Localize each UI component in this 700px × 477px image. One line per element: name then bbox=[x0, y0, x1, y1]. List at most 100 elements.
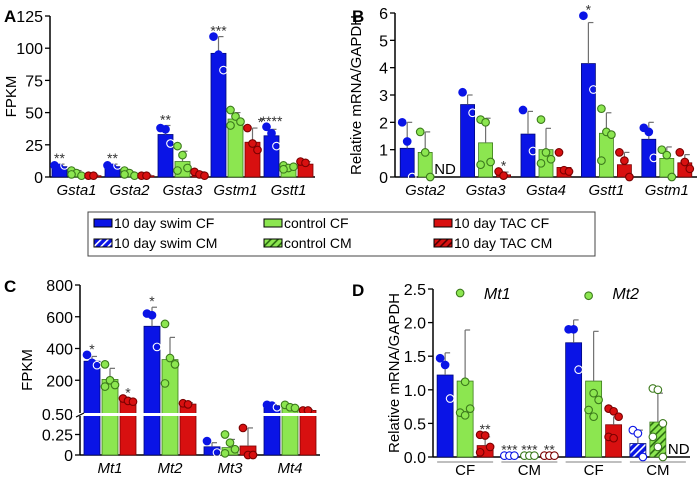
data-point bbox=[597, 156, 606, 165]
data-point bbox=[648, 432, 658, 442]
x-tick-label: Mt4 bbox=[277, 460, 302, 477]
panel-label: C bbox=[4, 277, 16, 296]
data-point bbox=[614, 412, 623, 422]
y-tick-label: 400 bbox=[46, 342, 73, 359]
data-point bbox=[272, 141, 281, 151]
data-point bbox=[55, 163, 64, 173]
significance-marker: ** bbox=[107, 150, 118, 166]
data-point bbox=[510, 451, 519, 461]
data-point bbox=[528, 146, 538, 156]
y-tick-label: 2 bbox=[379, 115, 388, 132]
axis-break-mark bbox=[75, 412, 85, 418]
data-point bbox=[589, 412, 598, 422]
data-point bbox=[267, 128, 276, 138]
y-tick-label: 0 bbox=[34, 170, 43, 187]
legend-label: control CM bbox=[284, 235, 352, 251]
data-point bbox=[147, 310, 157, 320]
data-point bbox=[653, 442, 663, 452]
data-point bbox=[219, 65, 228, 75]
x-tick-label: Gstt1 bbox=[271, 182, 307, 199]
axis-break bbox=[72, 413, 322, 416]
data-point bbox=[231, 112, 240, 121]
significance-marker: * bbox=[258, 114, 264, 130]
legend-swatch bbox=[433, 218, 453, 228]
data-point bbox=[657, 145, 667, 155]
data-point bbox=[499, 171, 508, 180]
data-point bbox=[518, 105, 528, 115]
legend-swatch bbox=[263, 238, 283, 248]
data-point bbox=[100, 382, 110, 391]
legend-swatch bbox=[93, 238, 113, 248]
data-point bbox=[173, 166, 182, 175]
data-point bbox=[100, 360, 110, 369]
y-tick-label: 600 bbox=[46, 310, 73, 327]
data-point bbox=[152, 342, 162, 352]
data-point bbox=[243, 123, 252, 133]
y-tick-label: 100 bbox=[16, 41, 43, 58]
bar bbox=[641, 138, 657, 178]
y-axis-label: Relative mRNA/GAPDH bbox=[386, 293, 403, 453]
data-point bbox=[680, 157, 690, 167]
data-point bbox=[465, 404, 475, 413]
y-tick-label: 1 bbox=[379, 143, 388, 160]
y-tick-label: 5 bbox=[379, 33, 388, 50]
y-tick-label: 3 bbox=[379, 88, 388, 105]
panel-label: B bbox=[352, 7, 364, 26]
data-point bbox=[458, 87, 467, 97]
data-point bbox=[481, 117, 490, 127]
data-point bbox=[589, 85, 598, 94]
data-point bbox=[272, 402, 282, 412]
not-detected-label: ND bbox=[434, 161, 456, 178]
data-point bbox=[170, 360, 180, 369]
panel-c: C FPKM 0 0.25 0.50 200 400 600 800 * * Mt1 * Mt2 Mt3 Mt… bbox=[4, 277, 322, 477]
data-point bbox=[594, 395, 603, 405]
data-point bbox=[658, 452, 668, 462]
x-tick-label: Mt2 bbox=[157, 460, 183, 477]
data-point bbox=[440, 360, 450, 370]
data-point bbox=[248, 139, 257, 148]
legend-label: 10 day swim CM bbox=[114, 235, 217, 251]
data-point bbox=[475, 447, 485, 457]
significance-marker: ** bbox=[480, 421, 491, 437]
y-tick-label: 2.0 bbox=[404, 316, 426, 333]
x-tick-label: Gsta1 bbox=[56, 182, 96, 199]
x-tick-label: Gsta4 bbox=[526, 182, 566, 199]
data-point bbox=[165, 353, 175, 363]
data-point bbox=[160, 319, 170, 329]
y-tick-label: 0.50 bbox=[42, 407, 73, 424]
data-point bbox=[579, 11, 588, 21]
data-point bbox=[445, 394, 455, 403]
bar bbox=[599, 132, 614, 178]
data-point bbox=[209, 32, 218, 41]
y-tick-label: 800 bbox=[46, 278, 73, 295]
data-point bbox=[425, 172, 435, 182]
data-point bbox=[530, 451, 539, 461]
significance-marker: *** bbox=[521, 442, 538, 458]
data-point bbox=[289, 162, 298, 172]
y-tick-label: 0.0 bbox=[404, 450, 426, 467]
y-tick-label: 25 bbox=[25, 138, 43, 155]
data-point bbox=[110, 380, 120, 390]
data-point bbox=[536, 158, 546, 168]
bar bbox=[119, 400, 137, 456]
data-point bbox=[108, 163, 117, 173]
data-point bbox=[607, 130, 616, 139]
legend-box bbox=[87, 211, 596, 257]
data-point bbox=[225, 438, 235, 448]
data-point bbox=[214, 50, 223, 59]
data-point bbox=[468, 108, 477, 118]
x-tick-label: CM bbox=[646, 462, 669, 477]
y-tick-label: 125 bbox=[16, 9, 43, 26]
legend-swatch bbox=[93, 218, 113, 228]
significance-marker: * bbox=[586, 2, 592, 18]
data-point bbox=[476, 160, 485, 170]
y-tick-label: 75 bbox=[25, 73, 43, 90]
y-tick-label: 1.0 bbox=[404, 383, 426, 400]
data-point bbox=[407, 172, 417, 182]
y-tick-label: 0.25 bbox=[42, 428, 73, 445]
data-point bbox=[653, 385, 663, 395]
y-axis-label: Relative mRNA/GAPDH bbox=[348, 15, 365, 175]
data-point bbox=[644, 127, 654, 137]
